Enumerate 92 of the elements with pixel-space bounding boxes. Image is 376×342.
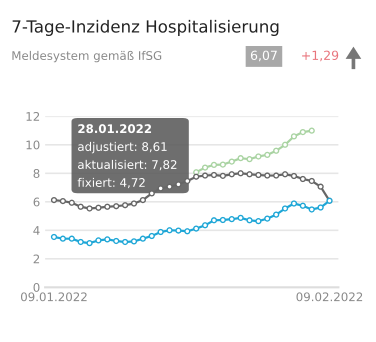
point [318,204,324,211]
point [184,178,190,184]
point [282,142,288,148]
point [220,172,226,179]
y-tick-label: 0 [34,283,40,292]
point [290,200,298,207]
point [308,178,315,184]
point [210,172,218,178]
point [308,128,315,134]
point [264,215,270,222]
point [273,172,280,179]
annotation: 28.01.2022 [78,124,152,134]
point [290,172,298,180]
point [228,158,235,165]
point [78,238,84,246]
y-tick-label: 8 [34,169,40,178]
point [86,205,93,212]
point [158,228,164,236]
y-tick-label: 2 [34,254,40,264]
point [175,227,182,234]
point [50,196,58,204]
text: +1,29 [302,50,338,62]
point [282,205,288,212]
point [78,204,84,210]
annotation: aktualisiert: 7,82 [78,160,176,170]
point [86,240,93,246]
point [290,133,298,140]
point [308,206,315,213]
point [202,164,208,171]
point [300,128,306,136]
point [60,198,66,204]
point [130,238,138,245]
point [238,155,244,162]
point [166,227,173,234]
point [228,171,235,178]
point [246,171,253,178]
point [158,185,164,192]
annotation: fixiert: 4,72 [78,178,145,188]
point [318,184,324,190]
point [228,216,235,222]
y-tick-label: 12 [26,112,40,121]
point [246,156,253,162]
point [95,204,102,211]
point [255,218,262,224]
point [68,200,75,206]
point [113,203,120,210]
point [273,211,280,218]
point [220,161,226,168]
point [300,202,306,209]
point [175,181,182,188]
point [122,238,128,246]
point [104,204,110,210]
point [140,236,146,242]
point [140,196,146,204]
point [220,216,226,224]
point [113,238,120,244]
y-tick-label: 10 [26,140,40,150]
text: 6,07 [250,50,277,62]
y-tick-label: 4 [33,226,40,235]
point [104,236,110,243]
point [264,172,270,179]
point [238,214,244,222]
point [246,217,253,224]
point [68,236,75,242]
point [264,152,270,158]
point [130,200,138,207]
point [282,171,288,178]
annotation: adjustiert: 8,61 [78,142,167,154]
chart-title: 7-Tage-Inzidenz Hospitalisierung [12,20,278,36]
point [60,236,66,242]
point [202,222,208,228]
point [193,174,200,180]
point [210,217,218,224]
point [148,232,155,240]
point [255,153,262,160]
point [193,225,200,232]
point [300,176,306,182]
x-tick-label: 09.01.2022 [20,292,87,302]
point [50,234,58,240]
point [148,190,155,196]
point [95,237,102,244]
point [238,170,244,176]
point [122,202,128,208]
point [255,172,262,178]
y-tick-label: 6 [34,198,40,206]
chart-subtitle: Meldesystem gemäß IfSG [12,50,162,62]
point [166,184,173,190]
x-tick-label: 09.02.2022 [296,292,362,302]
point [273,148,280,154]
point [184,228,190,234]
point [210,162,218,168]
point [202,172,208,179]
